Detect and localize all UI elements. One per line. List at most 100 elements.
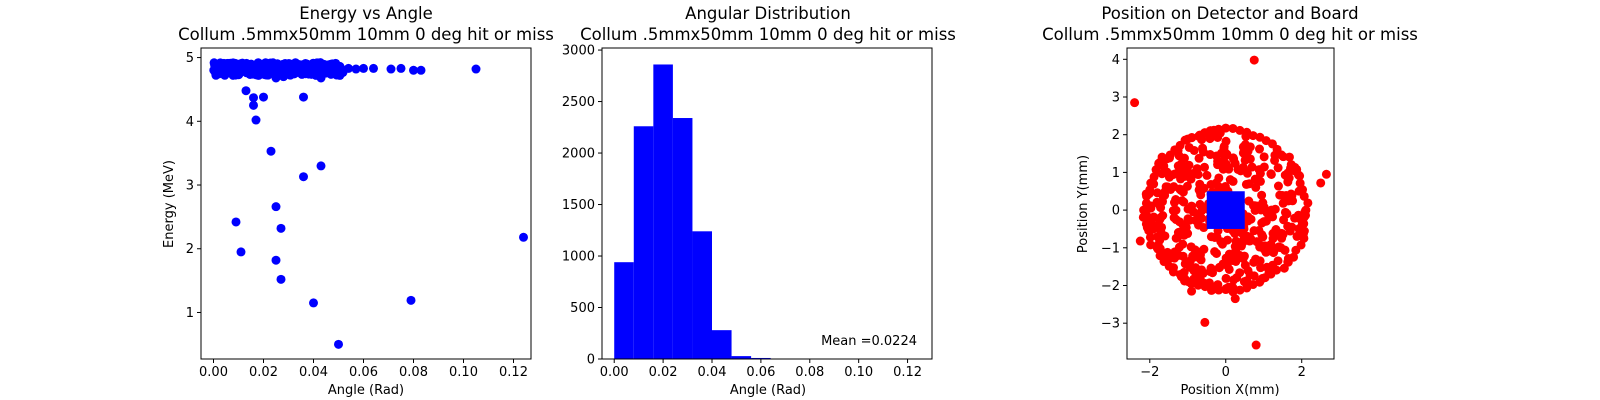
y-tick-label: 4	[186, 115, 194, 130]
detector-hit-point	[1284, 152, 1294, 162]
detector-hit-point	[1270, 204, 1280, 214]
detector-hit-point	[1221, 285, 1231, 295]
detector-hit-point	[1301, 205, 1311, 215]
energy-point	[519, 232, 528, 242]
detector-hit-point	[1214, 285, 1224, 295]
detector-hit-point	[1138, 212, 1148, 222]
angular-distribution-chart: Angular Distribution Collum .5mmx50mm 10…	[562, 4, 956, 398]
histogram-bar	[731, 356, 752, 359]
detector-hit-point	[1321, 169, 1331, 179]
detector-hit-point	[1256, 263, 1266, 273]
detector-hit-point	[1198, 268, 1208, 278]
detector-hit-point	[1196, 190, 1206, 200]
energy-point	[409, 65, 418, 75]
energy-point	[316, 161, 326, 171]
detector-hit-point	[1139, 205, 1149, 215]
x-axis-label: Angle (Rad)	[730, 383, 806, 398]
energy-point	[251, 115, 261, 125]
detector-hit-point	[1280, 245, 1290, 255]
y-tick-label: 2	[186, 242, 194, 257]
detector-hit-point	[1224, 264, 1234, 274]
detector-hit-point	[1135, 236, 1145, 246]
energy-point	[279, 72, 288, 82]
x-tick-label: 0.08	[399, 365, 428, 380]
detector-hit-point	[1244, 179, 1254, 189]
detector-hit-point	[1146, 240, 1156, 250]
x-tick-label: 0.12	[893, 365, 922, 380]
detector-hit-point	[1206, 179, 1216, 189]
detector-hit-point	[1273, 256, 1283, 266]
energy-point	[218, 61, 228, 71]
detector-hit-point	[1247, 162, 1257, 172]
detector-hit-point	[1245, 233, 1255, 243]
chart-title: Position on Detector and Board	[1101, 4, 1358, 23]
detector-hit-point	[1229, 275, 1239, 285]
detector-hit-point	[1242, 127, 1252, 137]
detector-hit-point	[1283, 173, 1293, 183]
detector-hit-point	[1188, 207, 1198, 217]
detector-hit-point	[1144, 226, 1154, 236]
x-tick-label: 0.08	[795, 365, 824, 380]
histogram-bar	[653, 64, 673, 360]
y-tick-label: −1	[1101, 241, 1120, 256]
x-tick-label: 2	[1298, 365, 1306, 380]
detector-hit-point	[1245, 154, 1255, 164]
detector-hit-point	[1141, 198, 1151, 208]
detector-hit-point	[1225, 175, 1235, 185]
histogram-bar	[633, 126, 654, 360]
x-tick-label: 0.02	[249, 365, 278, 380]
detector-hit-point	[1202, 170, 1212, 180]
detector-hit-point	[1255, 144, 1265, 154]
x-tick-label: 0.06	[746, 365, 775, 380]
y-axis-label: Energy (MeV)	[162, 160, 177, 248]
y-tick-label: 4	[1112, 53, 1120, 68]
energy-point	[276, 223, 286, 233]
detector-hit-point	[1235, 285, 1245, 295]
detector-hit-point	[1278, 198, 1288, 208]
detector-hit-point	[1221, 253, 1231, 263]
energy-point	[386, 64, 396, 74]
detector-hit-point	[1259, 202, 1269, 212]
detector-hit-point	[1183, 214, 1193, 224]
detector-hit-point	[1261, 216, 1271, 226]
detector-hit-point	[1257, 190, 1267, 200]
detector-hit-point	[1215, 262, 1225, 272]
detector-hit-point	[1238, 237, 1248, 247]
detector-hit-point	[1231, 256, 1241, 266]
histogram-bar	[614, 262, 634, 359]
x-tick-label: 0.06	[349, 365, 378, 380]
detector-hit-point	[1255, 242, 1265, 252]
energy-point	[264, 67, 274, 77]
energy-point	[241, 86, 251, 96]
energy-point	[290, 58, 300, 68]
detector-hit-point	[1255, 168, 1265, 178]
detector-hit-point	[1287, 222, 1297, 232]
detector-hit-point	[1146, 178, 1156, 188]
detector-hit-point	[1221, 273, 1231, 283]
detector-hit-point	[1210, 232, 1220, 242]
energy-point	[210, 64, 220, 74]
detector-hit-point	[1158, 211, 1168, 221]
detector-hit-point	[1200, 317, 1210, 327]
energy-point	[236, 247, 246, 257]
detector-hit-point	[1177, 185, 1187, 195]
y-tick-label: 500	[570, 301, 595, 316]
energy-point	[309, 298, 318, 308]
detector-hit-point	[1230, 158, 1240, 168]
detector-hit-point	[1206, 263, 1216, 273]
detector-hit-point	[1278, 229, 1288, 239]
y-tick-label: −2	[1101, 279, 1120, 294]
detector-hit-point	[1266, 169, 1276, 179]
detector-hit-point	[1286, 189, 1296, 199]
detector-hit-point	[1184, 160, 1194, 170]
energy-point	[369, 63, 378, 73]
energy-point	[471, 64, 481, 74]
detector-hit-point	[1192, 164, 1202, 174]
x-tick-label: 0.02	[649, 365, 678, 380]
detector-hit-point	[1235, 268, 1245, 278]
x-tick-label: 0.10	[844, 365, 873, 380]
detector-hit-point	[1130, 98, 1140, 108]
detector-hit-point	[1261, 247, 1271, 257]
detector-hit-point	[1212, 248, 1222, 258]
detector-hit-point	[1259, 152, 1269, 162]
